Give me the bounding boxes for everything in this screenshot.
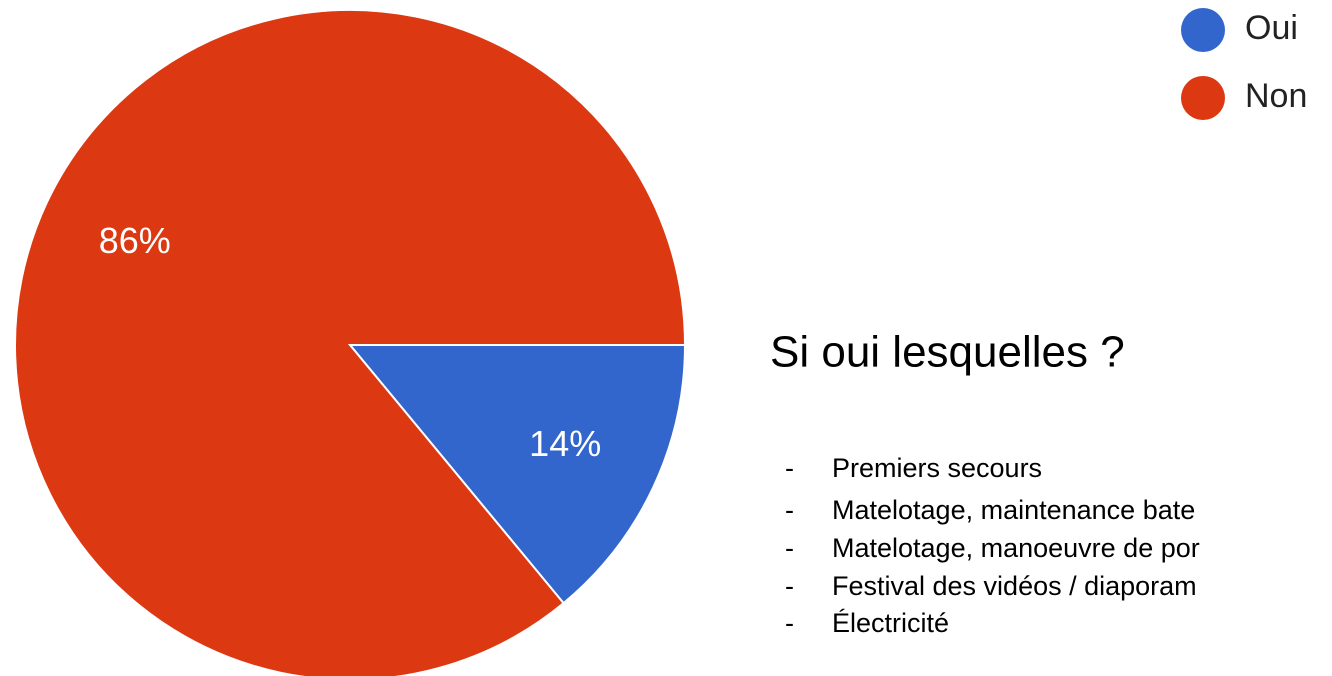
legend-label: Non (1245, 77, 1307, 115)
list-item: Matelotage, maintenance bate (832, 495, 1195, 525)
list-dash: - (785, 571, 794, 601)
list-dash: - (785, 453, 794, 483)
list-dash: - (785, 608, 794, 638)
legend-swatch (1181, 8, 1225, 52)
legend-label: Oui (1245, 9, 1298, 47)
list-item: Festival des vidéos / diaporam (832, 571, 1197, 601)
list-item: Matelotage, manoeuvre de por (832, 533, 1200, 563)
list-item: Premiers secours (832, 453, 1042, 483)
slice-label: 14% (529, 423, 601, 464)
pie-slice (347, 344, 687, 605)
list-dash: - (785, 533, 794, 563)
pie-slice (14, 9, 687, 676)
legend-swatch (1181, 76, 1225, 120)
heading: Si oui lesquelles ? (770, 328, 1125, 377)
list-item: Électricité (832, 608, 949, 638)
list-dash: - (785, 495, 794, 525)
slice-label: 86% (99, 220, 171, 261)
